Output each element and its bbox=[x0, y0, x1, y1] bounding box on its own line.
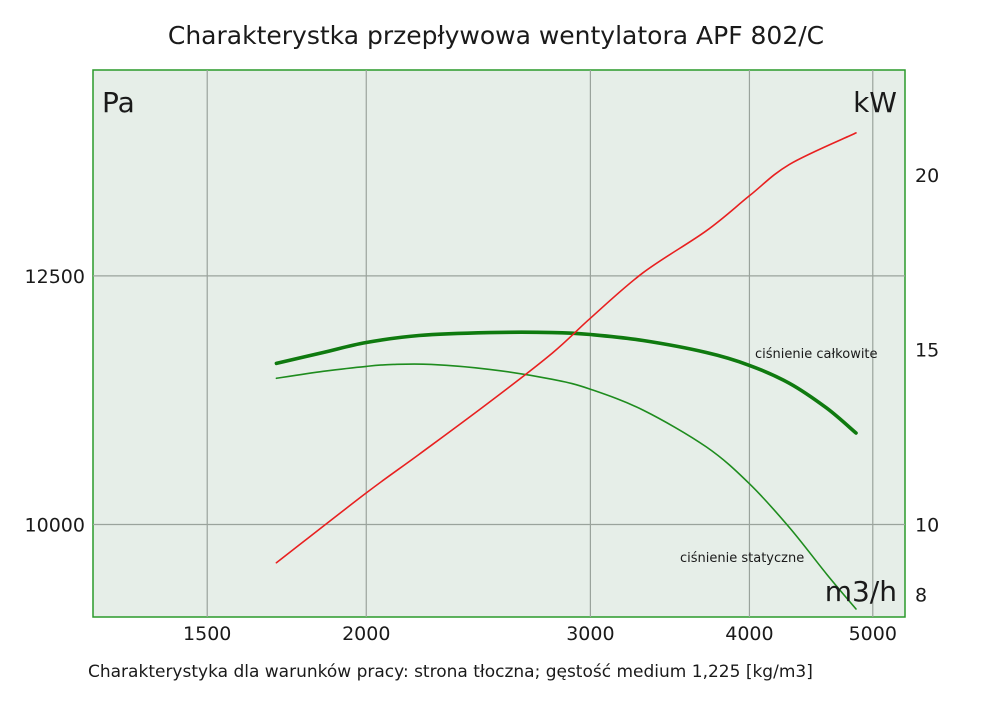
x-axis-label: m3/h bbox=[825, 575, 897, 608]
grid-lines bbox=[93, 70, 905, 617]
y-axis-label: Pa bbox=[102, 86, 135, 119]
x-tick-label: 3000 bbox=[566, 623, 614, 645]
y2-tick-label: 20 bbox=[915, 165, 939, 187]
static-pressure-line bbox=[275, 363, 857, 610]
y-tick-label: 10000 bbox=[25, 515, 85, 537]
y2-tick-label: 15 bbox=[915, 340, 939, 362]
annotation-static-pressure: ciśnienie statyczne bbox=[680, 551, 804, 566]
annotation-total-pressure: ciśnienie całkowite bbox=[755, 347, 878, 362]
plot-area bbox=[92, 69, 906, 618]
y2-tick-label: 8 bbox=[915, 584, 927, 606]
x-tick-label: 4000 bbox=[725, 623, 773, 645]
power-line bbox=[275, 132, 857, 564]
total-pressure-line bbox=[274, 330, 858, 435]
axes-layer: 1500 2000 3000 4000 5000 10000 12500 8 10 15 20 bbox=[25, 165, 940, 645]
y2-tick-label: 10 bbox=[915, 514, 939, 536]
y2-axis-label: kW bbox=[853, 86, 897, 119]
chart-title: Charakterystka przepływowa wentylatora A… bbox=[168, 21, 824, 50]
x-tick-label: 5000 bbox=[849, 623, 897, 645]
chart-subtitle: Charakterystyka dla warunków pracy: stro… bbox=[88, 662, 813, 682]
x-tick-label: 1500 bbox=[183, 623, 231, 645]
series-layer bbox=[274, 132, 858, 610]
y-tick-label: 12500 bbox=[25, 266, 85, 288]
x-tick-label: 2000 bbox=[342, 623, 390, 645]
